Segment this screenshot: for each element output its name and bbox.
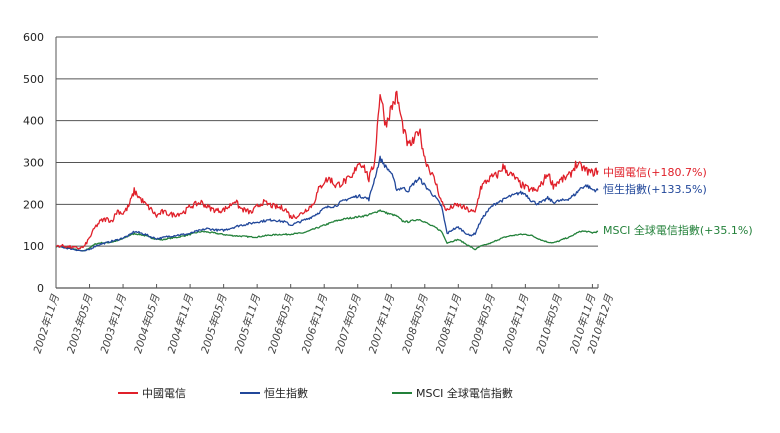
- x-tick-label: 2004年05月: [132, 293, 162, 355]
- gridlines: [55, 36, 598, 289]
- x-tick-label: 2003年11月: [99, 293, 129, 355]
- y-tick-label: 100: [23, 240, 44, 253]
- y-tick-label: 300: [23, 157, 44, 170]
- series-line-2: [55, 209, 599, 252]
- legend-label: 中國電信: [142, 387, 186, 400]
- x-tick-label: 2007年11月: [367, 293, 397, 355]
- y-tick-label: 400: [23, 115, 44, 128]
- x-tick-label: 2006年05月: [266, 293, 296, 355]
- x-tick-label: 2003年05月: [65, 293, 95, 355]
- x-tick-label: 2008年11月: [434, 293, 464, 355]
- y-tick-label: 500: [23, 73, 44, 86]
- x-tick-label: 2005年05月: [199, 293, 229, 355]
- end-labels: 中國電信(+180.7%) 恒生指數(+133.5%) MSCI 全球電信指數(+3…: [603, 166, 753, 237]
- x-tick-label: 2007年05月: [333, 293, 363, 355]
- y-tick-label: 200: [23, 198, 44, 211]
- end-label: 恒生指數(+133.5%): [603, 182, 707, 196]
- y-tick-label: 0: [37, 282, 44, 295]
- end-label: MSCI 全球電信指數(+35.1%): [603, 223, 753, 237]
- x-tick-label: 2008年05月: [400, 293, 430, 355]
- x-tick-label: 2009年05月: [467, 293, 497, 355]
- legend-label: 恒生指數: [264, 386, 308, 400]
- x-tick-label: 2010年05月: [534, 293, 564, 355]
- x-axis-ticks: 2002年11月 2003年05月 2003年11月 2004年05月 2004年11月…: [32, 284, 616, 355]
- x-tick-label: 2009年11月: [501, 293, 531, 355]
- x-tick-label: 2005年11月: [233, 293, 263, 355]
- x-tick-label: 2002年11月: [32, 293, 62, 355]
- y-axis-ticks: 0 100 200 300 400 500 600: [23, 31, 44, 295]
- series-line-0: [56, 90, 599, 250]
- series-line-1: [55, 155, 599, 252]
- x-tick-label: 2006年11月: [300, 293, 330, 355]
- y-tick-label: 600: [23, 31, 44, 44]
- end-label: 中國電信(+180.7%): [603, 166, 707, 179]
- legend-label: MSCI 全球電信指數: [416, 386, 513, 400]
- legend: 中國電信 恒生指數 MSCI 全球電信指數: [118, 386, 513, 400]
- x-tick-label: 2004年11月: [166, 293, 196, 355]
- series-lines: [55, 90, 599, 252]
